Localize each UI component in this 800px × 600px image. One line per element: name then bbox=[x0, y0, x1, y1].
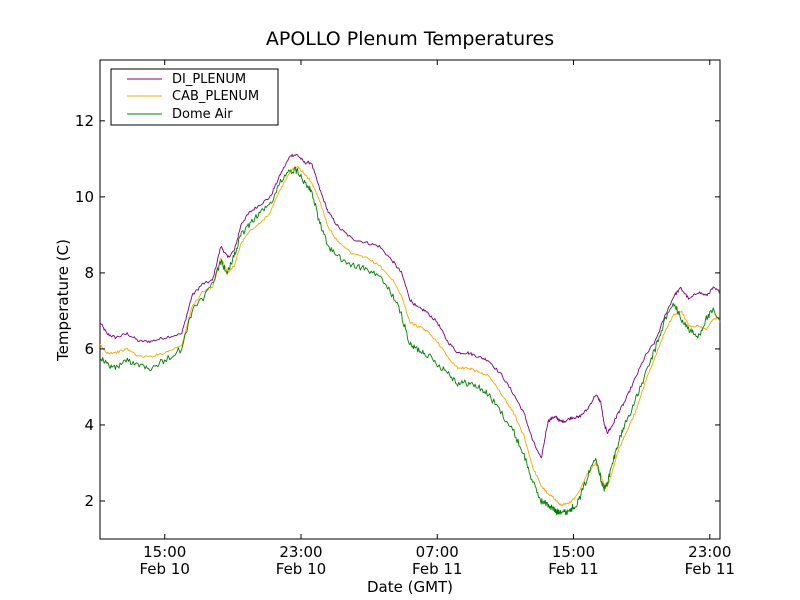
plot-frame bbox=[99, 59, 721, 540]
x-tick-label-date: Feb 10 bbox=[140, 560, 190, 578]
legend: DI_PLENUM CAB_PLENUM Dome Air bbox=[110, 68, 279, 126]
x-tick-label-date: Feb 11 bbox=[412, 560, 462, 578]
x-tick-label-time: 07:00 bbox=[416, 543, 459, 561]
series-line-cab-plenum bbox=[99, 165, 721, 507]
series-line-di-plenum bbox=[99, 153, 721, 459]
x-tick-label-date: Feb 11 bbox=[548, 560, 598, 578]
series-line-dome-air bbox=[99, 166, 721, 516]
y-tick-label: 10 bbox=[75, 188, 94, 206]
series-layer bbox=[99, 153, 721, 516]
x-tick-label-time: 23:00 bbox=[688, 543, 731, 561]
x-tick-label-time: 15:00 bbox=[552, 543, 595, 561]
x-tick-label-date: Feb 11 bbox=[685, 560, 735, 578]
x-axis-label: Date (GMT) bbox=[367, 578, 453, 596]
x-tick-label-date: Feb 10 bbox=[276, 560, 326, 578]
x-tick-label-time: 23:00 bbox=[279, 543, 322, 561]
chart-title: APOLLO Plenum Temperatures bbox=[266, 28, 554, 50]
y-tick-label: 4 bbox=[84, 416, 94, 434]
y-axis-label: Temperature (C) bbox=[54, 239, 72, 362]
legend-label-di-plenum: DI_PLENUM bbox=[172, 72, 246, 87]
legend-label-cab-plenum: CAB_PLENUM bbox=[172, 89, 259, 104]
x-tick-label-time: 15:00 bbox=[143, 543, 186, 561]
y-tick-label: 8 bbox=[84, 264, 94, 282]
y-tick-label: 2 bbox=[84, 492, 94, 510]
legend-box bbox=[110, 68, 279, 126]
y-tick-label: 6 bbox=[84, 340, 94, 358]
legend-label-dome-air: Dome Air bbox=[172, 107, 233, 122]
y-tick-label: 12 bbox=[75, 112, 94, 130]
